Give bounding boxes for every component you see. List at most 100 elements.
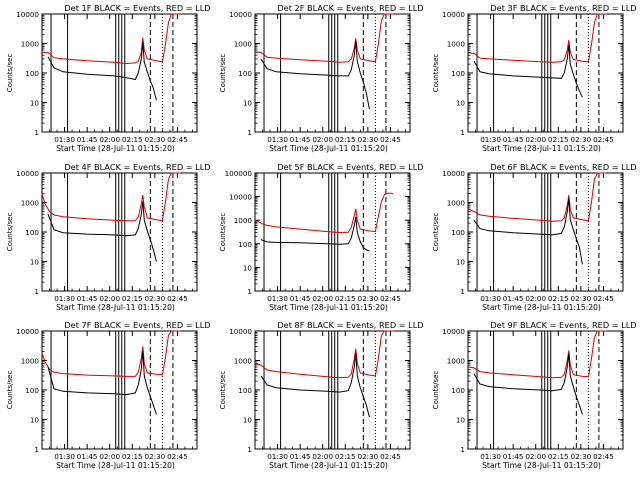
x-tick-label: 02:30 [571, 452, 592, 461]
x-tick-label: 02:30 [358, 135, 379, 144]
panel-title: Det 1F BLACK = Events, RED = LLD [64, 3, 210, 13]
lld-rate-line [467, 172, 607, 222]
y-tick-label: 1000 [447, 199, 466, 208]
y-tick-label: 100 [451, 386, 465, 395]
events-rate-line [473, 44, 583, 98]
x-tick-label: 02:15 [335, 452, 356, 461]
y-tick-label: 10 [30, 258, 40, 267]
x-tick-label: 02:00 [312, 294, 333, 303]
y-tick-label: 100 [238, 386, 252, 395]
y-tick-label: 1 [247, 128, 252, 137]
x-tick-label: 01:45 [77, 294, 98, 303]
y-tick-label: 10000 [229, 10, 252, 19]
y-tick-label: 1 [460, 128, 465, 137]
x-tick-label: 01:30 [54, 135, 75, 144]
x-axis-label: Start Time (28-Jul-11 01:15:20) [56, 144, 175, 153]
panel-2: Det 2F BLACK = Events, RED = LLD 1 10 100 10… [219, 3, 424, 153]
x-tick-label: 02:45 [593, 135, 614, 144]
y-tick-label: 100 [238, 69, 252, 78]
y-axis-label: Counts/sec [432, 371, 440, 410]
panel-6: Det 6F BLACK = Events, RED = LLD 1 10 100 10… [432, 162, 637, 312]
events-rate-line [473, 198, 583, 265]
x-axis-label: Start Time (28-Jul-11 01:15:20) [56, 303, 175, 312]
x-tick-label: 02:45 [167, 452, 188, 461]
x-tick-label: 02:45 [167, 294, 188, 303]
events-rate-line [47, 350, 157, 415]
lld-rate-line [41, 330, 181, 377]
x-tick-label: 01:30 [267, 452, 288, 461]
y-tick-label: 100 [451, 69, 465, 78]
x-tick-label: 02:00 [525, 294, 546, 303]
x-tick-label: 02:45 [380, 135, 401, 144]
y-axis-label: Counts/sec [432, 54, 440, 93]
y-tick-label: 10 [30, 416, 40, 425]
events-rate-line [260, 216, 370, 252]
x-axis-label: Start Time (28-Jul-11 01:15:20) [482, 303, 601, 312]
x-tick-label: 01:30 [267, 135, 288, 144]
x-tick-label: 02:15 [122, 452, 143, 461]
y-tick-label: 1000 [447, 40, 466, 49]
x-tick-label: 01:30 [54, 294, 75, 303]
x-tick-label: 01:45 [290, 294, 311, 303]
x-tick-label: 02:00 [312, 135, 333, 144]
y-tick-label: 10000 [229, 193, 252, 202]
panel-8: Det 8F BLACK = Events, RED = LLD 1 10 100 10… [219, 320, 424, 470]
y-tick-label: 1000 [234, 40, 253, 49]
panel-1: Det 1F BLACK = Events, RED = LLD 1 10 100 10… [6, 3, 211, 153]
x-tick-label: 02:30 [145, 294, 166, 303]
x-tick-label: 02:30 [571, 294, 592, 303]
y-tick-label: 1000 [234, 357, 253, 366]
plot-frame [467, 13, 624, 133]
y-tick-label: 1 [460, 445, 465, 454]
panel-4: Det 4F BLACK = Events, RED = LLD 1 10 100 10… [6, 162, 211, 312]
lld-rate-line [42, 13, 181, 65]
x-tick-label: 02:45 [593, 452, 614, 461]
lld-rate-line [254, 330, 394, 379]
x-axis-label: Start Time (28-Jul-11 01:15:20) [269, 461, 388, 470]
y-tick-label: 100 [238, 240, 252, 249]
y-tick-label: 1000 [21, 40, 40, 49]
plot-frame [41, 330, 198, 450]
lld-rate-line [467, 330, 607, 379]
plot-frame [467, 172, 624, 292]
x-tick-label: 02:00 [99, 452, 120, 461]
y-tick-label: 1 [247, 287, 252, 296]
panel-7: Det 7F BLACK = Events, RED = LLD 1 10 100 10… [6, 320, 211, 470]
y-tick-label: 1 [34, 445, 39, 454]
panel-3: Det 3F BLACK = Events, RED = LLD 1 10 100 10… [432, 3, 637, 153]
x-tick-label: 02:30 [358, 294, 379, 303]
x-tick-label: 02:30 [145, 135, 166, 144]
x-axis-label: Start Time (28-Jul-11 01:15:20) [56, 461, 175, 470]
x-tick-label: 02:15 [335, 135, 356, 144]
x-tick-label: 02:00 [525, 135, 546, 144]
x-tick-label: 02:15 [335, 294, 356, 303]
y-tick-label: 1 [34, 287, 39, 296]
x-axis-label: Start Time (28-Jul-11 01:15:20) [482, 144, 601, 153]
x-tick-label: 02:00 [99, 135, 120, 144]
x-tick-label: 01:30 [480, 452, 501, 461]
lld-rate-line [41, 172, 181, 222]
x-tick-label: 01:45 [503, 135, 524, 144]
events-rate-line [47, 201, 157, 262]
lld-rate-line [254, 13, 394, 63]
x-tick-label: 01:45 [77, 452, 98, 461]
panel-5: Det 5F BLACK = Events, RED = LLD 1 10 100 10… [219, 162, 424, 312]
y-tick-label: 10 [243, 99, 253, 108]
x-axis-label: Start Time (28-Jul-11 01:15:20) [269, 144, 388, 153]
y-tick-label: 1000 [447, 357, 466, 366]
y-axis-label: Counts/sec [6, 54, 14, 93]
y-axis-label: Counts/sec [6, 213, 14, 252]
x-tick-label: 02:15 [122, 294, 143, 303]
panel-9: Det 9F BLACK = Events, RED = LLD 1 10 100 10… [432, 320, 637, 470]
y-tick-label: 100000 [225, 169, 253, 178]
x-tick-label: 01:45 [503, 452, 524, 461]
y-tick-label: 10 [456, 99, 466, 108]
y-tick-label: 1 [247, 445, 252, 454]
x-tick-label: 01:30 [54, 452, 75, 461]
y-tick-label: 1000 [21, 199, 40, 208]
panel-title: Det 6F BLACK = Events, RED = LLD [490, 162, 636, 172]
y-tick-label: 100 [25, 228, 39, 237]
x-tick-label: 02:45 [380, 294, 401, 303]
y-tick-label: 100 [451, 228, 465, 237]
